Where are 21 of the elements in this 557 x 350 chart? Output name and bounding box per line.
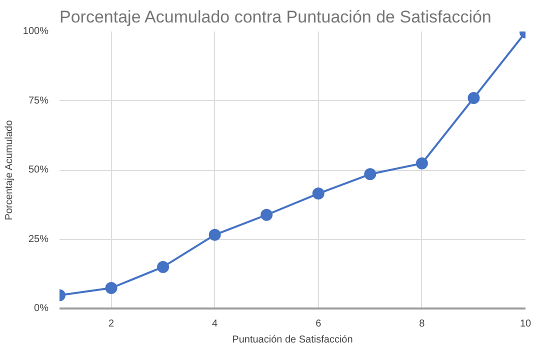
point <box>105 282 118 294</box>
x-tick-label: 4 <box>212 318 218 330</box>
point <box>260 208 273 221</box>
x-tick-label: 6 <box>316 318 322 330</box>
y-tick-label: 25% <box>28 234 49 245</box>
point <box>208 228 221 241</box>
point <box>416 157 428 170</box>
y-tick-label: 50% <box>28 164 49 176</box>
point <box>157 260 170 273</box>
y-tick-label: 75% <box>28 95 49 106</box>
y-tick-label: 100% <box>22 26 49 37</box>
y-tick-label: 0% <box>34 303 49 314</box>
x-tick-label: 2 <box>108 318 114 330</box>
point <box>468 92 480 104</box>
x-axis-title: Puntuación de Satisfacción <box>232 334 353 346</box>
point <box>364 168 376 180</box>
y-axis-title: Porcentaje Acumulado <box>4 120 15 220</box>
x-tick-label: 8 <box>419 318 426 330</box>
x-tick-label: 10 <box>520 318 532 330</box>
point <box>312 188 324 200</box>
chart-title: Porcentaje Acumulado contra Puntuación de Satisfacción <box>60 8 492 26</box>
